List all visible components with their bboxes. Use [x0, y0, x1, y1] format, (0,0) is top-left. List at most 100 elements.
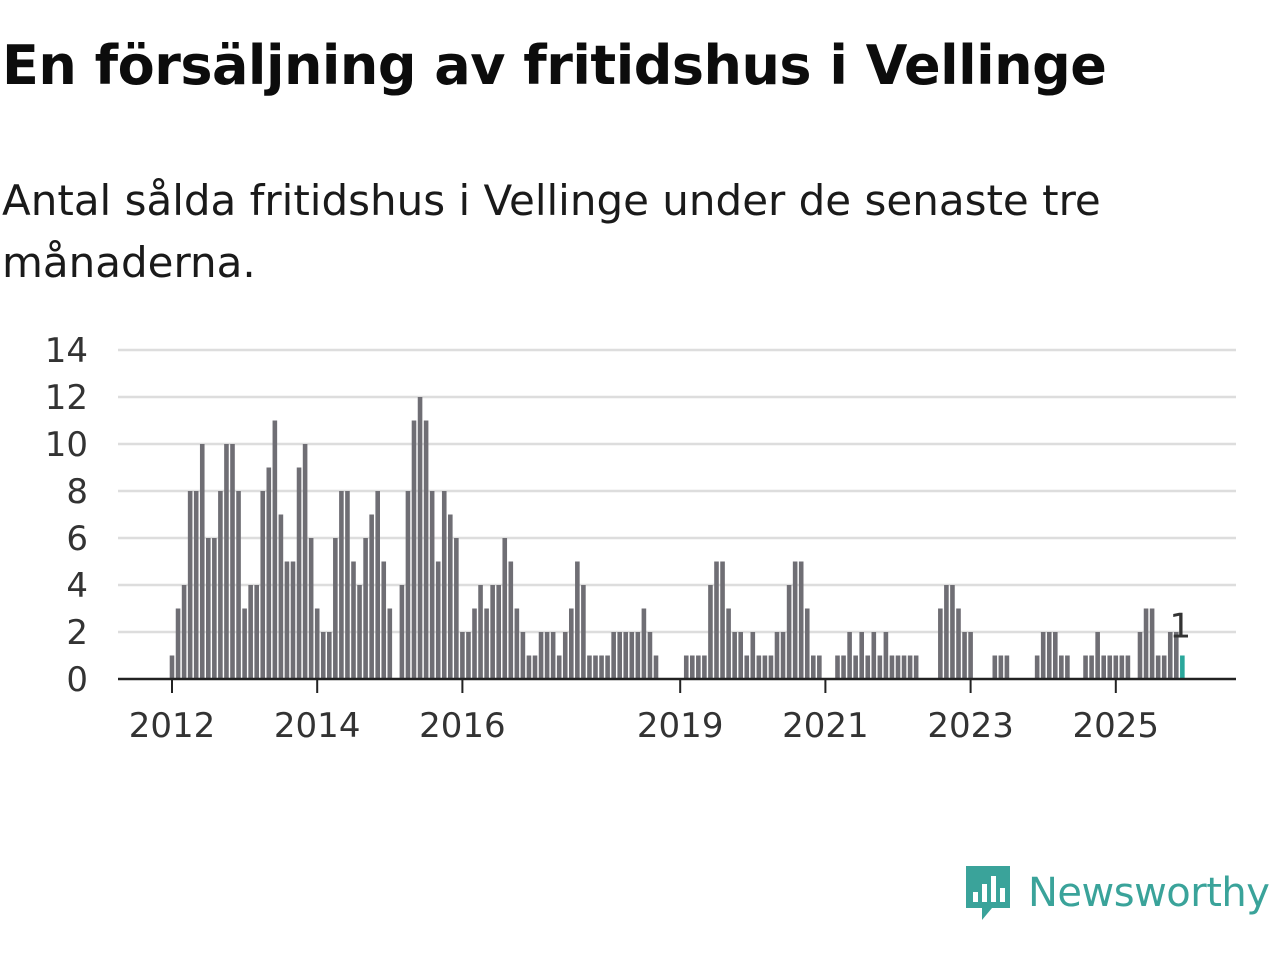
y-tick-label: 14 [45, 331, 88, 371]
bar [575, 561, 580, 679]
bar [302, 444, 308, 679]
bar [345, 491, 350, 679]
bar-chart: 0 2 4 6 8 10 12 14 2012 2014 2016 2019 2021 2023 2025… [45, 331, 1236, 746]
bar [1125, 655, 1131, 679]
bar [708, 585, 713, 679]
bar [435, 561, 441, 679]
bar [1137, 632, 1143, 679]
bar [508, 561, 514, 679]
bar [750, 632, 756, 679]
bar [544, 632, 550, 679]
bar [327, 632, 332, 679]
bar [962, 632, 967, 679]
bar [363, 538, 368, 679]
bar [798, 561, 804, 679]
x-tick-label: 2021 [782, 706, 869, 746]
bar [284, 561, 290, 679]
bar [780, 632, 786, 679]
highlighted-bar [1180, 655, 1185, 679]
last-value-label: 1 [1170, 607, 1192, 647]
bar [756, 655, 762, 679]
bar [242, 608, 247, 679]
bar [732, 632, 737, 679]
bar [429, 491, 435, 679]
bar [375, 491, 380, 679]
bar [460, 632, 465, 679]
bar [314, 608, 320, 679]
bar [768, 655, 774, 679]
bar [320, 632, 326, 679]
bar [599, 655, 604, 679]
bar [1149, 608, 1155, 679]
bar [938, 608, 943, 679]
bar [1155, 655, 1161, 679]
bar [290, 561, 296, 679]
bar [683, 655, 689, 679]
bar [206, 538, 211, 679]
chart-title: En försäljning av fritidshus i Vellinge [2, 34, 1107, 97]
bar [895, 655, 901, 679]
x-tick-label: 2016 [419, 706, 506, 746]
bar [526, 655, 532, 679]
bar [635, 632, 641, 679]
bar [405, 491, 411, 679]
bar [593, 655, 598, 679]
y-tick-label: 2 [66, 613, 88, 653]
bar [653, 655, 659, 679]
bar [720, 561, 725, 679]
bar [762, 655, 768, 679]
bar [175, 608, 181, 679]
bar [1161, 655, 1167, 679]
bar [448, 514, 453, 679]
bar [811, 655, 816, 679]
bar [1046, 632, 1052, 679]
y-tick-label: 0 [66, 660, 88, 700]
bars [169, 397, 1185, 679]
bar [218, 491, 223, 679]
bar [581, 585, 586, 679]
bar [871, 632, 877, 679]
bar [853, 655, 858, 679]
x-tick-label: 2023 [927, 706, 1014, 746]
bar [520, 632, 526, 679]
y-tick-label: 10 [45, 425, 88, 465]
bar [1059, 655, 1064, 679]
bar [726, 608, 731, 679]
bar [901, 655, 907, 679]
bar [514, 608, 520, 679]
bar [998, 655, 1004, 679]
bar [1107, 655, 1113, 679]
bar [308, 538, 314, 679]
bar [738, 632, 743, 679]
bar [1040, 632, 1046, 679]
bar [387, 608, 393, 679]
bar [478, 585, 483, 679]
bar [278, 514, 284, 679]
bar [466, 632, 471, 679]
bar [714, 561, 719, 679]
bar [847, 632, 852, 679]
bar [236, 491, 241, 679]
bar [611, 632, 616, 679]
bar [441, 491, 447, 679]
bar [484, 608, 489, 679]
bar [1034, 655, 1040, 679]
bar [913, 655, 919, 679]
x-tick-label: 2019 [637, 706, 724, 746]
bar [538, 632, 544, 679]
bar [1065, 655, 1070, 679]
bar [411, 420, 417, 679]
bar [992, 655, 998, 679]
chart-subtitle: Antal sålda fritidshus i Vellinge under … [2, 176, 1101, 287]
bar [774, 632, 780, 679]
bar [272, 420, 278, 679]
bar [230, 444, 235, 679]
bar [296, 467, 302, 679]
bar [835, 655, 840, 679]
bar [357, 585, 362, 679]
y-tick-label: 12 [45, 378, 88, 418]
bar [187, 491, 193, 679]
bar [907, 655, 913, 679]
bar [550, 632, 556, 679]
x-axis-ticks: 2012 2014 2016 2019 2021 2023 2025 [129, 679, 1159, 746]
